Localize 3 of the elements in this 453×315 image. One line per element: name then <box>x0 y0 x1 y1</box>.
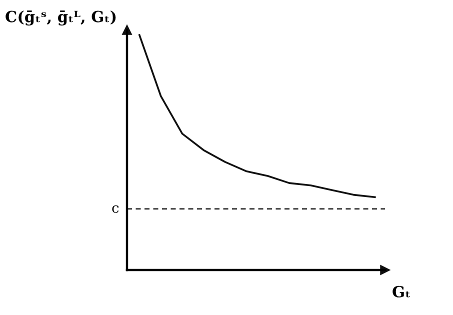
x-axis-title: Gₜ <box>392 286 410 298</box>
ref-line-label: c <box>112 205 119 213</box>
y-axis-title: C(ḡₜˢ, ḡₜᴸ, Gₜ) <box>6 10 116 26</box>
